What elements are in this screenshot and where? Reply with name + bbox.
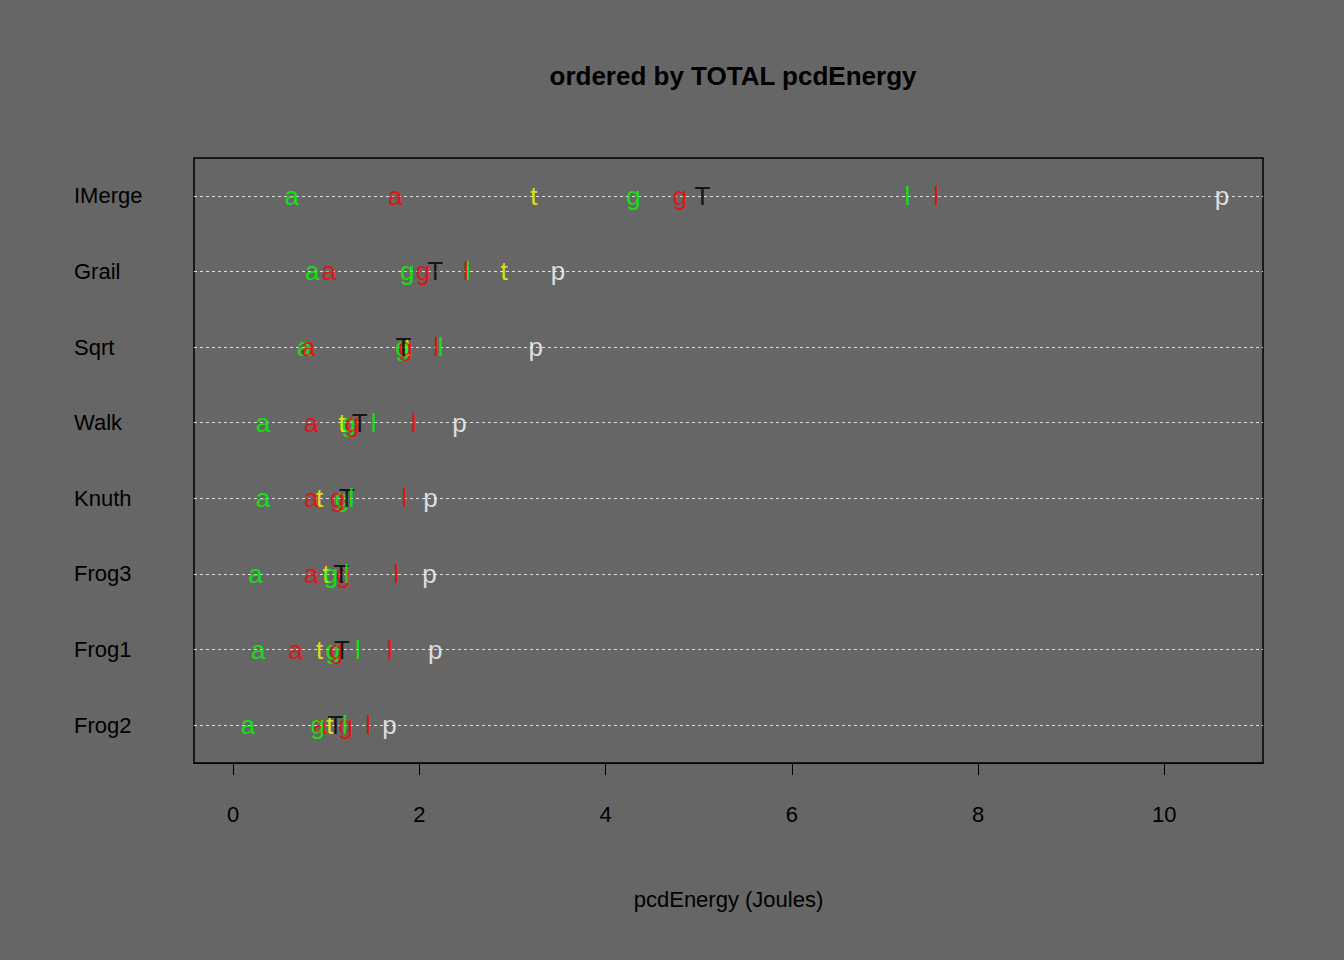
svg-text:g: g <box>338 710 353 741</box>
svg-text:p: p <box>423 483 437 513</box>
svg-text:a: a <box>288 635 303 665</box>
svg-text:l: l <box>342 710 348 740</box>
svg-text:T: T <box>333 559 349 589</box>
svg-text:p: p <box>422 559 436 589</box>
svg-text:t: t <box>500 256 508 286</box>
svg-text:l: l <box>904 181 910 211</box>
svg-text:l: l <box>433 332 439 362</box>
svg-text:T: T <box>339 483 355 513</box>
svg-text:l: l <box>411 408 417 438</box>
svg-text:Frog3: Frog3 <box>74 561 131 586</box>
svg-text:a: a <box>304 559 319 589</box>
svg-text:l: l <box>933 181 939 211</box>
svg-text:p: p <box>428 635 442 665</box>
svg-text:g: g <box>323 558 339 589</box>
svg-text:a: a <box>388 181 403 211</box>
svg-text:p: p <box>1215 181 1229 211</box>
svg-text:8: 8 <box>972 802 984 827</box>
svg-text:6: 6 <box>786 802 798 827</box>
svg-text:l: l <box>365 710 371 740</box>
svg-text:l: l <box>355 635 361 665</box>
svg-text:IMerge: IMerge <box>74 183 142 208</box>
svg-text:pcdEnergy (Joules): pcdEnergy (Joules) <box>634 887 824 912</box>
svg-text:ordered by TOTAL pcdEnergy: ordered by TOTAL pcdEnergy <box>550 61 917 91</box>
svg-text:T: T <box>352 408 368 438</box>
svg-text:a: a <box>305 256 320 286</box>
svg-text:p: p <box>452 408 466 438</box>
svg-text:Frog2: Frog2 <box>74 713 131 738</box>
svg-text:a: a <box>322 256 337 286</box>
svg-text:Knuth: Knuth <box>74 486 132 511</box>
svg-text:t: t <box>530 181 538 211</box>
svg-text:g: g <box>673 181 687 211</box>
svg-text:a: a <box>241 710 256 740</box>
svg-text:T: T <box>334 635 350 665</box>
svg-text:l: l <box>402 483 408 513</box>
svg-text:a: a <box>304 408 319 438</box>
svg-text:a: a <box>301 332 316 362</box>
svg-text:g: g <box>311 710 325 740</box>
svg-text:Sqrt: Sqrt <box>74 335 114 360</box>
svg-text:g: g <box>400 256 414 286</box>
svg-text:g: g <box>335 558 351 589</box>
svg-text:T: T <box>396 332 412 362</box>
svg-text:a: a <box>256 483 271 513</box>
svg-text:Walk: Walk <box>74 410 123 435</box>
svg-text:a: a <box>304 483 319 514</box>
svg-text:g: g <box>626 181 640 211</box>
svg-text:a: a <box>248 559 263 589</box>
svg-text:l: l <box>348 483 354 513</box>
svg-text:l: l <box>387 635 393 665</box>
svg-text:T: T <box>327 710 344 741</box>
svg-text:10: 10 <box>1152 802 1176 827</box>
svg-text:4: 4 <box>599 802 611 827</box>
svg-text:t: t <box>316 483 324 513</box>
svg-text:l: l <box>371 408 377 438</box>
svg-text:a: a <box>256 408 271 438</box>
svg-text:t: t <box>316 635 324 665</box>
svg-text:l: l <box>344 559 350 589</box>
svg-text:Frog1: Frog1 <box>74 637 131 662</box>
svg-text:T: T <box>427 256 443 286</box>
svg-text:l: l <box>437 332 444 363</box>
svg-text:a: a <box>285 181 300 211</box>
svg-text:Grail: Grail <box>74 259 120 284</box>
svg-text:0: 0 <box>227 802 239 827</box>
svg-text:p: p <box>529 332 543 362</box>
svg-text:2: 2 <box>413 802 425 827</box>
svg-text:l: l <box>393 559 399 589</box>
svg-text:a: a <box>251 635 266 665</box>
svg-text:g: g <box>415 256 431 287</box>
svg-text:p: p <box>382 710 396 740</box>
svg-text:T: T <box>694 181 710 211</box>
svg-text:l: l <box>463 256 469 286</box>
svg-text:p: p <box>551 256 565 286</box>
